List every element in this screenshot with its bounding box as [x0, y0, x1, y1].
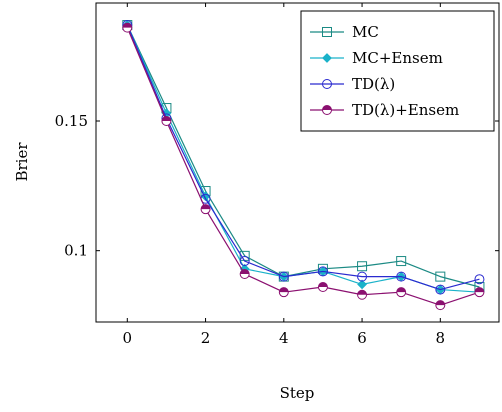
data-point-td-lambda-ensem: [161, 116, 172, 127]
data-point-td-lambda-ensem: [435, 300, 446, 311]
legend-marker-td-lambda: [322, 79, 332, 89]
x-tick-label: 2: [201, 329, 211, 347]
legend: MC MC+Ensem TD(λ) TD(λ)+Ensem: [300, 10, 495, 132]
x-axis-label: Step: [280, 384, 315, 402]
data-point-td-lambda-ensem: [357, 289, 368, 300]
data-point-td-lambda-ensem: [396, 287, 407, 298]
data-point-td-lambda-ensem: [278, 287, 289, 298]
legend-label-td-lambda: TD(λ): [352, 75, 395, 93]
y-tick-label: 0.15: [55, 112, 88, 130]
x-tick-label: 6: [357, 329, 367, 347]
series-layer: [122, 20, 485, 311]
data-point-td-lambda: [317, 266, 328, 277]
data-point-td-lambda: [474, 274, 485, 285]
data-point-td-lambda: [357, 271, 368, 282]
legend-entry-mc: MC: [310, 23, 379, 41]
x-tick-label: 8: [436, 329, 446, 347]
legend-box: [300, 10, 495, 132]
y-axis-label: Brier: [13, 142, 31, 182]
x-tick-label: 4: [279, 329, 289, 347]
data-point-mc: [396, 256, 407, 267]
legend-entry-mc-ensem: MC+Ensem: [310, 49, 443, 67]
plot-frame: [95, 2, 500, 323]
data-point-td-lambda: [239, 256, 250, 267]
data-point-td-lambda-ensem: [239, 269, 250, 280]
x-tick-label: 0: [123, 329, 133, 347]
y-tick-label: 0.1: [64, 242, 88, 260]
series-line-mc: [126, 24, 480, 288]
axis-ticks: 0 2 4 6 8 0.1 0.15: [55, 3, 499, 347]
series-line-td-lambda: [126, 24, 480, 291]
legend-label-mc-ensem: MC+Ensem: [352, 49, 443, 67]
data-point-td-lambda-ensem: [317, 281, 328, 292]
legend-label-mc: MC: [352, 23, 379, 41]
data-point-td-lambda: [435, 284, 446, 295]
legend-marker-td-lambda-ensem: [322, 105, 332, 115]
data-point-td-lambda-ensem: [200, 204, 211, 215]
series-td-lambda-ensem: [122, 22, 485, 311]
legend-entry-td-lambda-ensem: TD(λ)+Ensem: [310, 101, 459, 119]
legend-marker-mc-ensem: [322, 53, 332, 63]
data-point-td-lambda-ensem: [474, 287, 485, 298]
series-line-td-lambda-ensem: [126, 27, 480, 306]
data-point-mc: [435, 271, 446, 282]
data-point-td-lambda: [278, 271, 289, 282]
plot-axes: [95, 2, 500, 323]
data-point-mc: [357, 261, 368, 272]
data-point-td-lambda: [396, 271, 407, 282]
legend-entry-td-lambda: TD(λ): [310, 75, 395, 93]
data-point-mc-ensem: [357, 279, 367, 290]
legend-marker-mc: [322, 27, 332, 37]
legend-label-td-lambda-ensem: TD(λ)+Ensem: [352, 101, 459, 119]
data-point-td-lambda-ensem: [122, 22, 133, 33]
